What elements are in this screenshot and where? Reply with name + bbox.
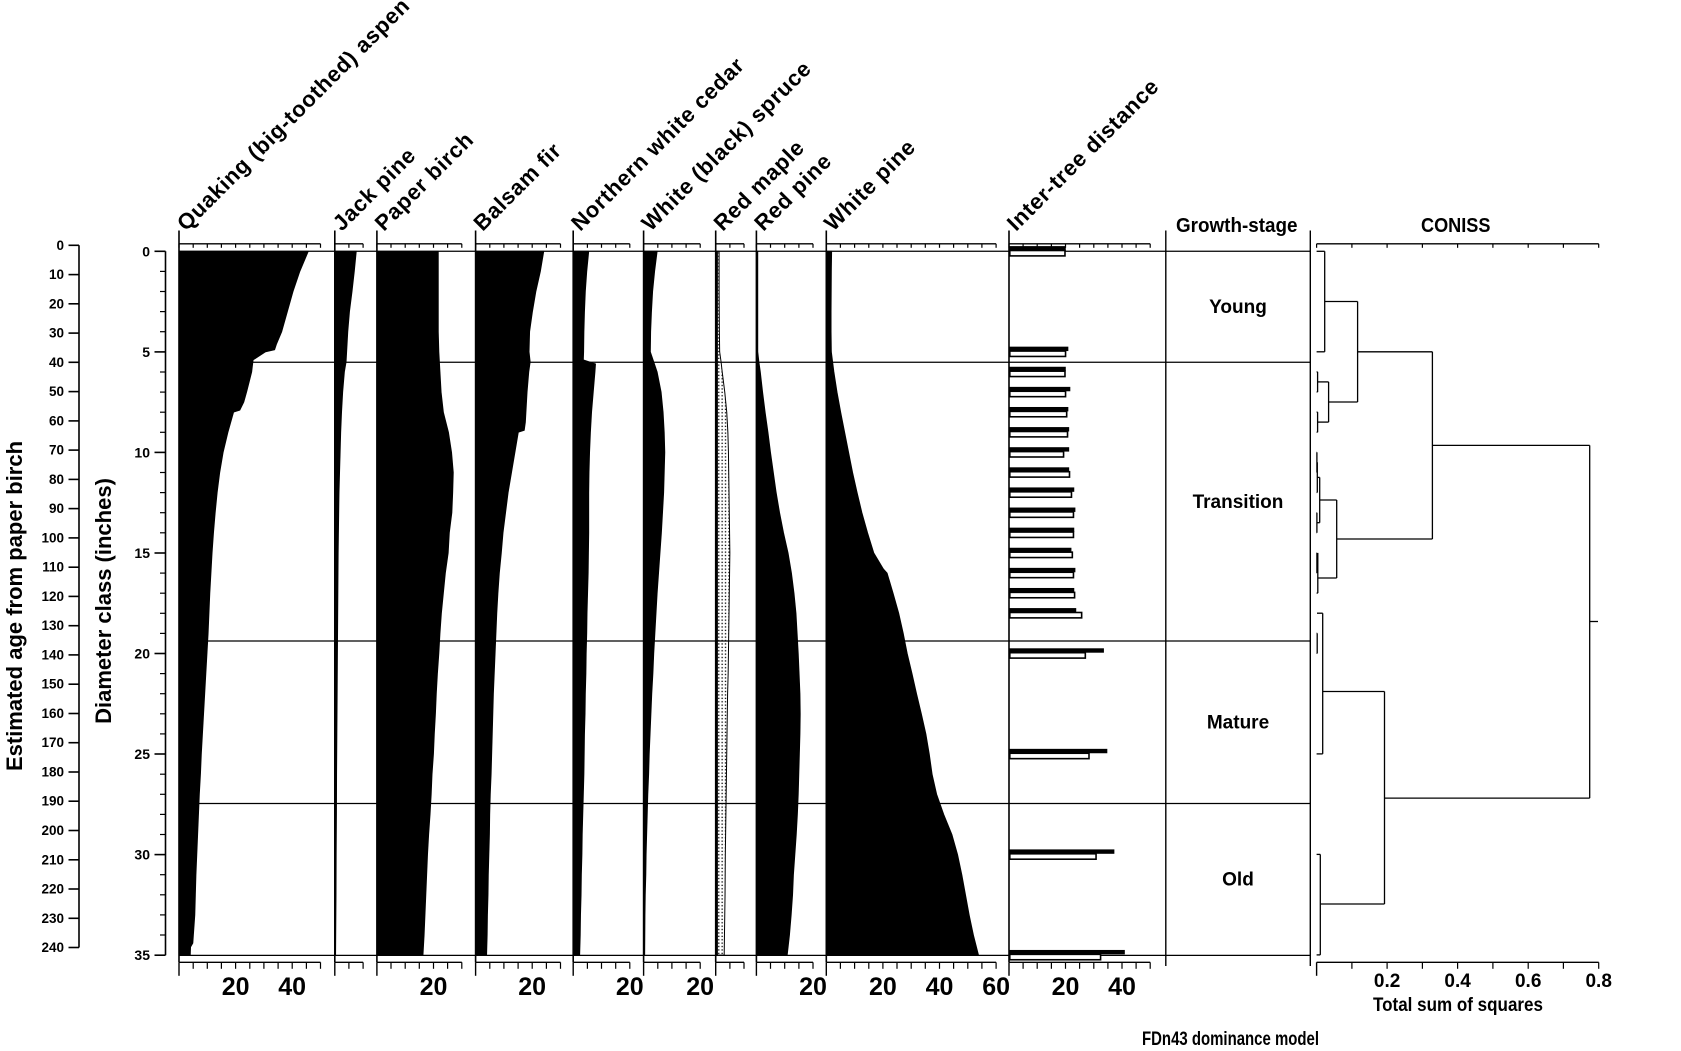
svg-text:25: 25 — [134, 746, 150, 762]
svg-text:Growth-stage: Growth-stage — [1176, 214, 1298, 237]
svg-text:5: 5 — [142, 344, 150, 360]
svg-text:60: 60 — [982, 973, 1010, 1001]
svg-text:FDn43 dominance model: FDn43 dominance model — [1142, 1029, 1319, 1050]
svg-text:35: 35 — [134, 947, 150, 963]
svg-text:40: 40 — [1108, 973, 1136, 1001]
svg-text:220: 220 — [41, 882, 64, 897]
svg-text:20: 20 — [420, 973, 448, 1001]
svg-text:10: 10 — [134, 444, 150, 460]
svg-text:100: 100 — [41, 530, 64, 545]
svg-text:40: 40 — [926, 973, 954, 1001]
svg-text:30: 30 — [134, 847, 150, 863]
svg-text:110: 110 — [42, 560, 64, 575]
svg-text:0: 0 — [142, 243, 150, 259]
svg-text:20: 20 — [222, 973, 250, 1001]
svg-text:150: 150 — [41, 677, 64, 692]
svg-text:80: 80 — [49, 472, 64, 487]
svg-text:30: 30 — [49, 326, 64, 341]
svg-text:20: 20 — [799, 973, 827, 1001]
svg-text:170: 170 — [41, 735, 64, 750]
svg-text:0.8: 0.8 — [1585, 971, 1611, 992]
svg-text:240: 240 — [41, 940, 64, 955]
svg-text:20: 20 — [49, 296, 64, 311]
svg-text:230: 230 — [41, 911, 64, 926]
svg-text:60: 60 — [49, 413, 64, 428]
svg-text:Estimated age from paper birch: Estimated age from paper birch — [2, 441, 27, 771]
svg-text:140: 140 — [41, 647, 64, 662]
svg-text:20: 20 — [869, 973, 897, 1001]
svg-text:90: 90 — [49, 501, 64, 516]
svg-text:40: 40 — [278, 973, 306, 1001]
svg-text:20: 20 — [518, 973, 546, 1001]
svg-text:Young: Young — [1209, 297, 1267, 318]
svg-text:180: 180 — [41, 765, 64, 780]
svg-text:50: 50 — [49, 384, 64, 399]
svg-text:20: 20 — [686, 973, 714, 1001]
svg-text:20: 20 — [1052, 973, 1080, 1001]
svg-text:40: 40 — [49, 355, 64, 370]
svg-text:120: 120 — [41, 589, 64, 604]
svg-text:0.6: 0.6 — [1515, 971, 1541, 992]
svg-text:10: 10 — [49, 267, 64, 282]
svg-text:Transition: Transition — [1193, 492, 1284, 513]
svg-text:20: 20 — [134, 646, 150, 662]
svg-text:210: 210 — [41, 852, 64, 867]
svg-text:Total sum of squares: Total sum of squares — [1373, 994, 1543, 1016]
svg-text:130: 130 — [41, 618, 64, 633]
svg-text:190: 190 — [41, 794, 64, 809]
svg-text:0.2: 0.2 — [1374, 971, 1400, 992]
svg-text:Diameter class (inches): Diameter class (inches) — [91, 478, 116, 724]
svg-text:0: 0 — [56, 238, 64, 253]
svg-text:0.4: 0.4 — [1444, 971, 1471, 992]
svg-text:200: 200 — [41, 823, 64, 838]
svg-text:20: 20 — [616, 973, 644, 1001]
svg-text:Old: Old — [1222, 870, 1254, 891]
svg-text:160: 160 — [41, 706, 64, 721]
svg-text:70: 70 — [49, 443, 64, 458]
svg-text:CONISS: CONISS — [1421, 214, 1491, 237]
svg-text:Mature: Mature — [1207, 713, 1269, 734]
svg-text:15: 15 — [134, 545, 150, 561]
